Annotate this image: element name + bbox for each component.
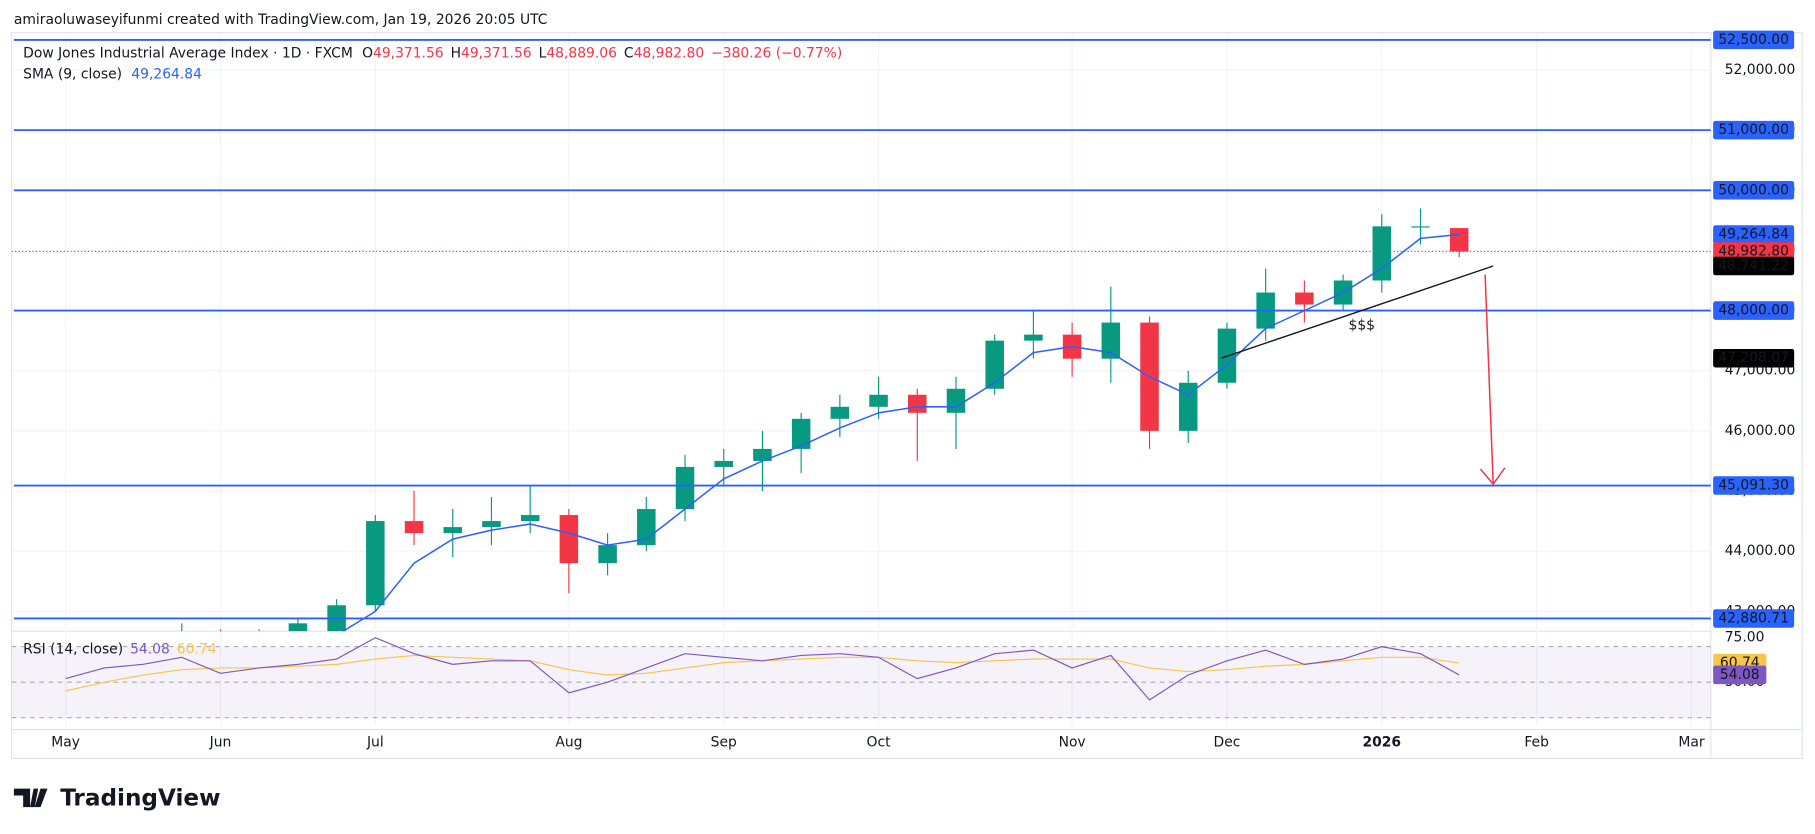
candle-body — [791, 418, 811, 449]
x-tick-label: Sep — [711, 734, 737, 750]
legend-main: Dow Jones Industrial Average Index · 1D … — [23, 46, 842, 62]
rsi-ma-value: 60.74 — [177, 642, 217, 658]
candle-body — [520, 515, 540, 522]
quote-value: 49,371.56 — [373, 46, 444, 62]
legend: Dow Jones Industrial Average Index · 1D … — [23, 46, 842, 658]
trendline — [1220, 265, 1494, 359]
rsi-value: 54.08 — [130, 642, 170, 658]
last-price-tag: 48,982.80 — [1718, 243, 1789, 259]
price-pane: $$$ — [11, 38, 1711, 632]
legend-rsi: RSI (14, close) 54.08 60.74 — [23, 642, 217, 658]
candle-body — [288, 623, 308, 632]
quote-value: 48,982.80 — [634, 46, 705, 62]
candle-body — [830, 406, 850, 419]
candle-body — [753, 448, 772, 461]
candle-body — [908, 394, 927, 413]
y-tick-label: 46,000.00 — [1725, 423, 1796, 439]
x-tick-label: Mar — [1678, 734, 1704, 750]
x-tick-label: Dec — [1214, 734, 1241, 750]
annotation: $$$ — [1349, 318, 1375, 334]
legend-sma: SMA (9, close) 49,264.84 — [23, 66, 202, 82]
candle-body — [1024, 334, 1043, 341]
candle-body — [1101, 322, 1121, 359]
rsi-tick-label: 75.00 — [1725, 630, 1765, 646]
last-price-tag-box — [1713, 242, 1795, 261]
trendline-tag-box — [1713, 256, 1795, 276]
quote-letter: L — [539, 46, 547, 62]
trendline-tag: 48,741.22 — [1718, 258, 1789, 274]
rsi-tag: 54.08 — [1720, 667, 1760, 683]
x-tick-label: Feb — [1524, 734, 1549, 750]
x-tick-label: Nov — [1059, 734, 1086, 750]
x-tick-label: Aug — [555, 734, 582, 750]
candle-body — [985, 340, 1004, 389]
rsi-pane — [11, 637, 1711, 719]
candle-body — [675, 466, 695, 510]
level-label: 50,000.00 — [1718, 182, 1789, 198]
candle-body — [714, 460, 733, 467]
axes: 43,000.0044,000.0045,000.0046,000.0047,0… — [51, 30, 1796, 750]
candle-body — [1372, 226, 1392, 281]
candle-body — [946, 388, 966, 413]
level-label-box — [1713, 30, 1795, 50]
candle-body — [443, 527, 463, 534]
candle-body — [1449, 228, 1469, 252]
level-label-box — [1713, 120, 1795, 140]
quote-letter: C — [624, 46, 634, 62]
candle-body — [559, 515, 579, 564]
sma-value: 49,264.84 — [131, 66, 202, 82]
candle-body — [598, 545, 617, 564]
candle-body — [1411, 226, 1430, 228]
level-label: 51,000.00 — [1718, 122, 1789, 138]
x-tick-label: Jun — [209, 734, 232, 750]
legend-title: Dow Jones Industrial Average Index · 1D … — [23, 46, 353, 62]
footer-logo: TradingView — [13, 785, 221, 811]
level-label-box — [1713, 181, 1795, 200]
candle-body — [1295, 292, 1314, 305]
sma-tag-box — [1713, 225, 1795, 244]
level-label: 48,000.00 — [1718, 303, 1789, 319]
candle-body — [404, 521, 424, 534]
quote-value: 48,889.06 — [546, 46, 617, 62]
y-tick-label: 52,000.00 — [1725, 62, 1796, 78]
quote-value: 49,371.56 — [461, 46, 532, 62]
attribution: amiraoluwaseyifunmi created with Trading… — [14, 12, 548, 28]
sma-line — [341, 233, 1460, 632]
logo-text: TradingView — [60, 785, 220, 811]
rsi-name: RSI (14, close) — [23, 642, 123, 658]
level-label: 52,500.00 — [1718, 32, 1789, 48]
rsi-line — [65, 637, 1460, 701]
level-label-box — [1713, 609, 1795, 628]
sma-name: SMA (9, close) — [23, 66, 122, 82]
level-label: 42,880.71 — [1718, 610, 1789, 626]
candle-body — [482, 521, 501, 528]
rsi-tag-box — [1713, 665, 1767, 685]
x-tick-label: Jul — [366, 734, 384, 750]
logo-icon — [13, 788, 48, 808]
trendline-tag-box — [1713, 348, 1795, 368]
change: −380.26 (−0.77%) — [711, 46, 842, 62]
candle-body — [1178, 382, 1198, 431]
x-tick-label: May — [51, 734, 80, 750]
arrow-shaft — [1484, 274, 1494, 485]
x-tick-label: 2026 — [1362, 734, 1401, 750]
arrow-head — [1479, 467, 1506, 486]
chart-frame — [10, 32, 1803, 760]
x-tick-label: Oct — [867, 734, 892, 750]
trendline-tag: 47,208.07 — [1718, 350, 1789, 366]
level-label-box — [1713, 301, 1795, 320]
level-label-box — [1713, 476, 1795, 495]
sma-tag: 49,264.84 — [1718, 226, 1789, 242]
candle-body — [366, 521, 385, 606]
level-label: 45,091.30 — [1718, 478, 1789, 494]
quote-letter: H — [451, 46, 461, 62]
y-tick-label: 44,000.00 — [1725, 543, 1796, 559]
quote-letter: O — [362, 46, 373, 62]
candle-body — [869, 394, 888, 407]
